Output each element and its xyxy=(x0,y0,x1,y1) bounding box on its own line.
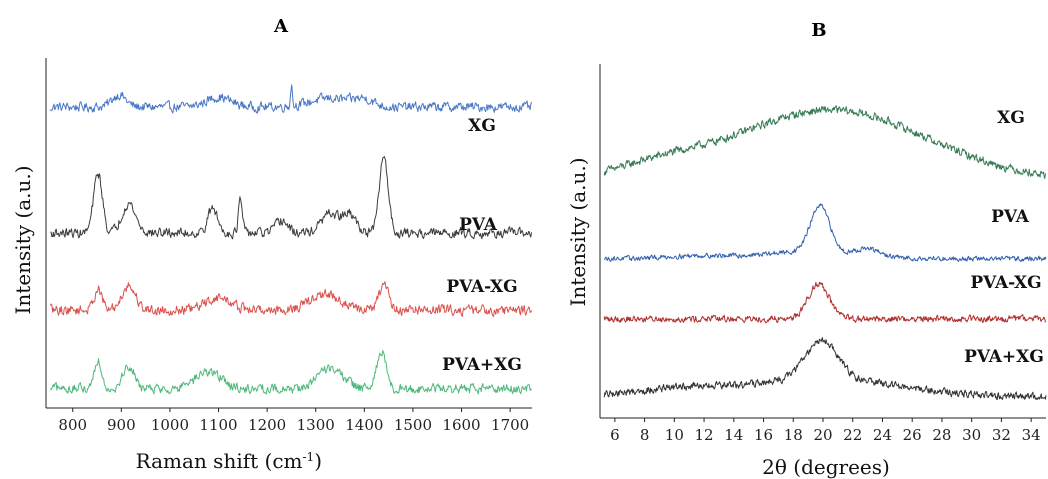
panel-b-x-tick-label: 34 xyxy=(1022,426,1041,444)
panel-b-series-xg xyxy=(603,105,1047,179)
panel-a-x-tick-label: 1100 xyxy=(199,416,237,434)
panel-b-x-tick-label: 12 xyxy=(695,426,714,444)
panel-b-y-title: Intensity (a.u.) xyxy=(566,157,590,306)
panel-b-x-tick-label: 28 xyxy=(932,426,951,444)
panel-b-series-pva-xg xyxy=(603,337,1047,401)
panel-b-series-pva xyxy=(604,203,1047,262)
panel-b-label-pva-xg: PVA-XG xyxy=(970,273,1041,293)
panel-b-x-tick-label: 20 xyxy=(813,426,832,444)
panel-a-x-tick-label: 1700 xyxy=(491,416,529,434)
panel-b-x-tick-label: 24 xyxy=(873,426,892,444)
panel-a-label-pva-plus-xg: PVA+XG xyxy=(442,355,522,375)
panel-b-label-pva-plus-xg: PVA+XG xyxy=(964,347,1044,367)
panel-a-x-tick-label: 1600 xyxy=(442,416,480,434)
panel-a-series-pva-xg xyxy=(49,350,532,395)
panel-b-x-title: 2θ (degrees) xyxy=(762,455,890,479)
panel-a-x-tick-label: 1500 xyxy=(394,416,432,434)
panel-a-label-xg: XG xyxy=(468,116,496,136)
panel-a-x-tick-label: 1200 xyxy=(248,416,286,434)
panel-b-x-tick-label: 8 xyxy=(640,426,650,444)
panel-a-y-title: Intensity (a.u.) xyxy=(11,165,35,314)
panel-a-x-tick-label: 800 xyxy=(58,416,87,434)
panel-b-x-tick-label: 6 xyxy=(610,426,620,444)
panel-a-series-pva xyxy=(50,156,532,240)
panel-b-label-xg: XG xyxy=(997,108,1025,128)
panel-b-x-tick-label: 30 xyxy=(962,426,981,444)
panel-b-x-tick-label: 26 xyxy=(903,426,922,444)
panel-a-label-pva: PVA xyxy=(459,215,498,235)
panel-b-x-tick-label: 14 xyxy=(724,426,743,444)
panel-a-x-tick-label: 1400 xyxy=(345,416,383,434)
panel-b-series-pva-xg xyxy=(603,281,1047,324)
panel-letter-a: A xyxy=(273,16,289,37)
panel-b-x-tick-label: 18 xyxy=(784,426,803,444)
panel-a-series-xg xyxy=(49,84,532,114)
panel-a-x-title: Raman shift (cm-1) xyxy=(136,449,322,473)
panel-a-x-title-main: Raman shift (cm xyxy=(136,449,303,473)
panel-a-x-tick-label: 1000 xyxy=(151,416,189,434)
panel-a-x-tick-label: 1300 xyxy=(297,416,335,434)
panel-a-series-pva-xg xyxy=(49,281,532,318)
panel-a-x-title-close: ) xyxy=(314,449,322,473)
panel-b-x-tick-label: 10 xyxy=(665,426,684,444)
panel-b-x-tick-label: 22 xyxy=(843,426,862,444)
panel-letter-b: B xyxy=(811,20,826,41)
panel-b-label-pva: PVA xyxy=(991,207,1030,227)
panel-b-x-tick-label: 16 xyxy=(754,426,773,444)
panel-a-label-pva-xg: PVA-XG xyxy=(446,277,517,297)
panel-a: 800 900 1000 1100 1200 1300 1400 1500 1600 1700 I… xyxy=(11,58,532,473)
panel-a-x-tick-label: 900 xyxy=(107,416,136,434)
panel-b-x-tick-label: 32 xyxy=(992,426,1011,444)
panel-b: 6 8 10 12 14 16 18 20 22 24 26 28 30 32 34 Intensity (… xyxy=(566,64,1047,479)
panel-a-x-title-sup: -1 xyxy=(302,450,314,464)
